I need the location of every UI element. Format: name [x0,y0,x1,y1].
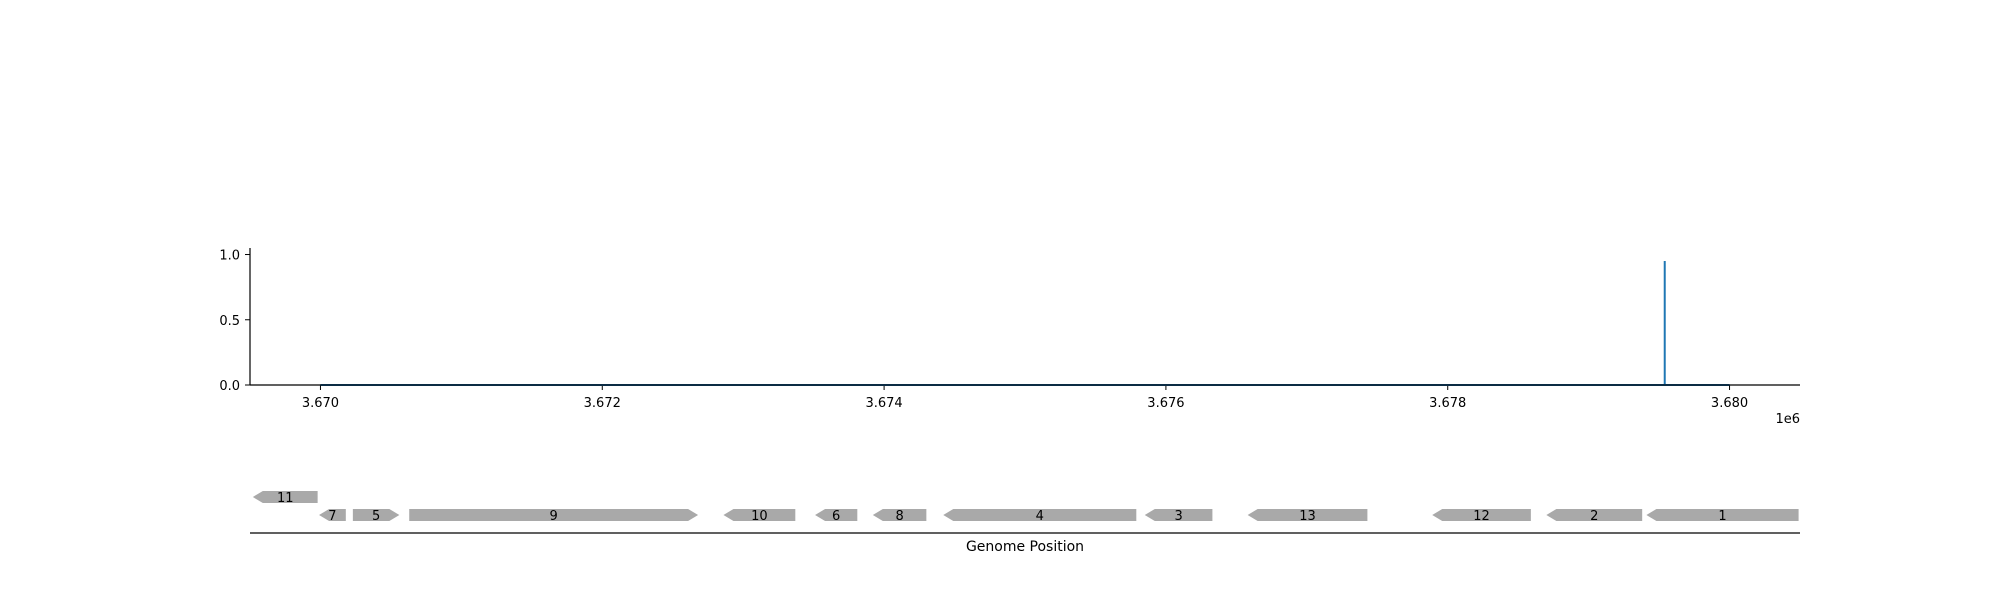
gene-label: 3 [1174,509,1182,524]
gene-label: 12 [1473,509,1490,524]
gene-label: 5 [372,509,380,524]
gene-map: 11 7 5 9 10 6 8 4 3 13 12 2 1 Genome Position [250,491,1800,555]
x-tick-label: 3.676 [1147,396,1184,411]
gene-label: 13 [1299,509,1316,524]
gene-arrow [1546,509,1643,521]
gene-arrow [1144,509,1213,521]
gene-label: 1 [1718,509,1726,524]
gene-arrow [1432,509,1531,521]
gene-arrow [723,509,796,521]
gene-arrow [872,509,927,521]
gene-label: 8 [895,509,903,524]
x-tick-label: 3.680 [1711,396,1748,411]
series-layer [320,261,1730,386]
gene-label: 4 [1036,509,1044,524]
x-tick-label: 3.670 [302,396,339,411]
gene-arrow [815,509,858,521]
y-tick-label: 1.0 [219,249,240,264]
x-axis-offset-label: 1e6 [1775,412,1800,427]
gene-arrow [943,509,1137,521]
genes-layer: 11 7 5 9 10 6 8 4 3 13 12 2 1 [252,491,1799,524]
y-axis-ticks: 0.0 0.5 1.0 [219,249,250,394]
coverage-line [320,261,1730,386]
x-axis-ticks: 3.670 3.672 3.674 3.676 3.678 3.680 [302,385,1748,411]
x-tick-label: 3.678 [1429,396,1466,411]
gene-arrow [1646,509,1799,521]
gene-arrow [252,491,318,503]
gene-label: 10 [751,509,768,524]
gene-label: 6 [832,509,840,524]
y-tick-label: 0.0 [219,379,240,394]
gene-map-x-axis-label: Genome Position [966,539,1084,555]
gene-arrow [352,509,400,521]
gene-label: 7 [328,509,336,524]
x-tick-label: 3.674 [865,396,902,411]
gene-label: 2 [1590,509,1598,524]
gene-arrow [319,509,346,521]
gene-label: 9 [550,509,558,524]
x-tick-label: 3.672 [584,396,621,411]
y-tick-label: 0.5 [219,314,240,329]
coverage-plot: 0.0 0.5 1.0 3.670 3.672 3.674 3.676 3.678 3.680… [219,248,1800,427]
gene-arrow [409,509,699,521]
gene-arrow [1247,509,1368,521]
gene-label: 11 [277,491,294,506]
